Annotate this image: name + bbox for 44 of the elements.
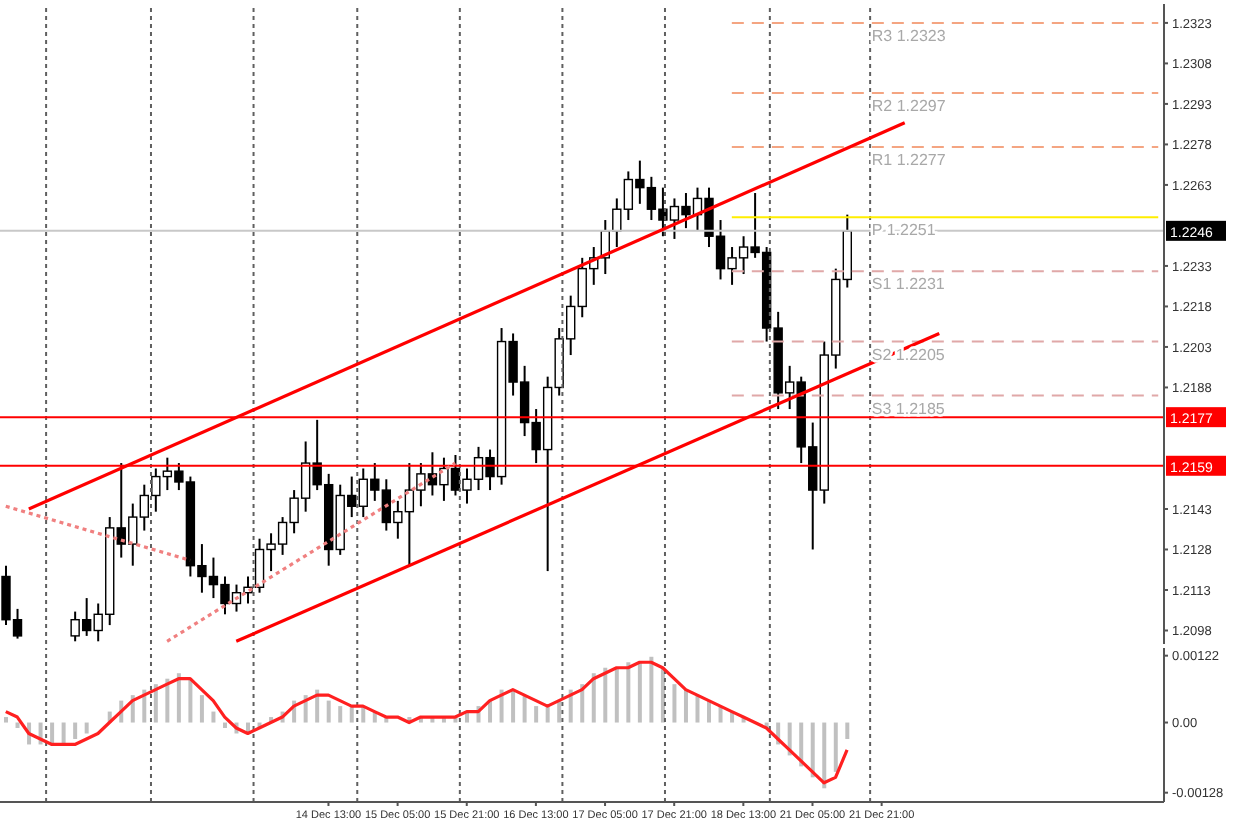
series-label: S3 1.2185 bbox=[871, 399, 946, 418]
series-label: S1 1.2231 bbox=[871, 275, 946, 294]
bar bbox=[50, 722, 55, 745]
bar bbox=[488, 700, 493, 723]
bar bbox=[61, 722, 66, 745]
bar bbox=[833, 722, 838, 772]
bar bbox=[614, 667, 619, 723]
bar bbox=[153, 684, 158, 723]
bar bbox=[810, 722, 815, 778]
bar bbox=[534, 706, 539, 723]
bar bbox=[637, 662, 642, 723]
bar bbox=[522, 695, 527, 723]
bar bbox=[326, 700, 331, 723]
bar bbox=[672, 684, 677, 723]
bar bbox=[557, 700, 562, 723]
bar bbox=[707, 700, 712, 723]
bar bbox=[338, 706, 343, 723]
bar bbox=[211, 711, 216, 723]
line-series bbox=[4, 660, 849, 785]
bar bbox=[222, 722, 227, 729]
series-label: R3 1.2323 bbox=[871, 26, 947, 45]
bar bbox=[649, 656, 654, 723]
bar bbox=[73, 722, 78, 739]
series-label: R2 1.2297 bbox=[871, 97, 947, 116]
bar bbox=[199, 695, 204, 723]
bar bbox=[4, 717, 8, 723]
bar bbox=[695, 695, 700, 723]
bar bbox=[165, 678, 170, 723]
bar bbox=[188, 678, 193, 723]
bar bbox=[545, 706, 550, 723]
bar bbox=[683, 689, 688, 723]
series-label: P 1.2251 bbox=[871, 221, 937, 240]
bar bbox=[591, 673, 596, 723]
bar bbox=[822, 722, 827, 789]
bar bbox=[15, 722, 20, 729]
bar bbox=[580, 684, 585, 723]
bar bbox=[626, 662, 631, 723]
bar bbox=[845, 722, 850, 739]
bar bbox=[84, 722, 89, 734]
bar bbox=[511, 689, 516, 723]
bar bbox=[176, 673, 181, 723]
bar bbox=[603, 667, 608, 723]
bar bbox=[315, 689, 320, 723]
series-label: R1 1.2277 bbox=[871, 151, 947, 170]
